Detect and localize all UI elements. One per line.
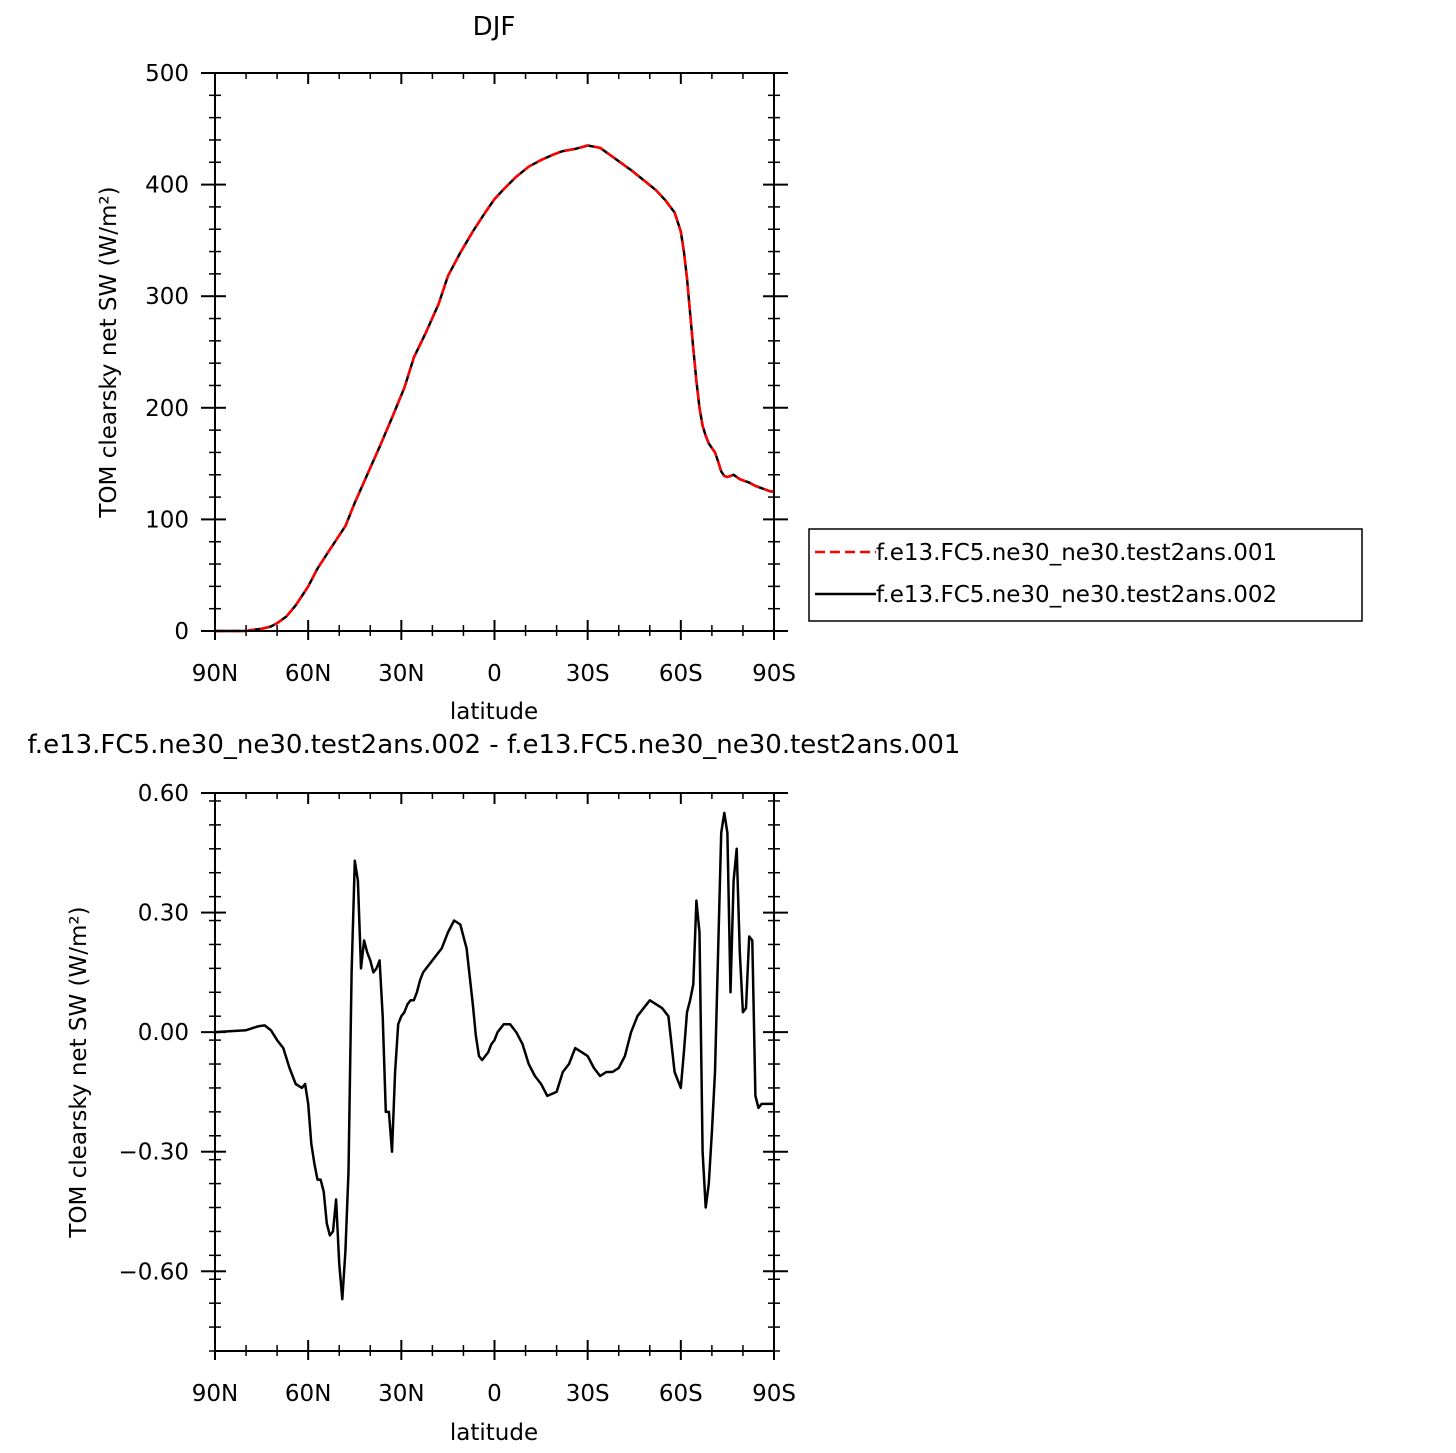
x-tick-label: 30N (378, 1381, 424, 1407)
y-tick-label: 100 (145, 507, 189, 533)
x-tick-label: 0 (487, 1381, 502, 1407)
chart-title: f.e13.FC5.ne30_ne30.test2ans.002 - f.e13… (28, 730, 961, 760)
axis-ticks: 90N 60N 30N 0 30S 60S 90S 0.60 0.30 0.00 −0.30 −0.6… (119, 781, 796, 1407)
x-tick-label: 0 (487, 661, 502, 687)
y-tick-label: 500 (145, 61, 189, 87)
x-tick-label: 30S (566, 661, 610, 687)
legend: f.e13.FC5.ne30_ne30.test2ans.001 f.e13.F… (808, 528, 1363, 622)
series-line-2 (215, 144, 774, 633)
chart-title: DJF (473, 12, 516, 42)
series-lines (214, 811, 774, 1301)
x-axis-title: latitude (450, 1420, 538, 1446)
y-tick-label: 400 (145, 173, 189, 199)
plot-frame (214, 792, 775, 1352)
y-axis-title: TOM clearsky net SW (W/m²) (96, 186, 122, 518)
x-axis-title: latitude (450, 699, 538, 725)
x-tick-label: 90N (192, 661, 238, 687)
x-tick-label: 60S (659, 661, 703, 687)
y-tick-label: −0.30 (119, 1140, 189, 1166)
legend-box (808, 528, 1363, 622)
series-line-1 (214, 811, 774, 1301)
x-tick-label: 60N (285, 661, 331, 687)
plot-frame (214, 72, 775, 632)
x-tick-label: 90S (752, 661, 796, 687)
legend-label-series-1: f.e13.FC5.ne30_ne30.test2ans.001 (876, 540, 1277, 566)
y-tick-label: 0 (174, 619, 189, 645)
series-lines (215, 144, 774, 633)
y-tick-label: 200 (145, 396, 189, 422)
y-tick-label: 0.00 (138, 1020, 189, 1046)
x-tick-label: 60N (285, 1381, 331, 1407)
y-tick-label: 0.60 (138, 781, 189, 807)
axis-ticks: 90N 60N 30N 0 30S 60S 90S 0 100 200 300 400 500 (145, 61, 796, 687)
x-tick-label: 90N (192, 1381, 238, 1407)
x-tick-label: 30S (566, 1381, 610, 1407)
series-line-1 (215, 144, 774, 633)
x-tick-label: 30N (378, 661, 424, 687)
legend-label-series-2: f.e13.FC5.ne30_ne30.test2ans.002 (876, 582, 1277, 608)
x-tick-label: 60S (659, 1381, 703, 1407)
chart-djf: DJF latitude TOM clearsky net SW (W/m²) … (96, 12, 1363, 725)
y-tick-label: 0.30 (138, 901, 189, 927)
chart-difference: f.e13.FC5.ne30_ne30.test2ans.002 - f.e13… (28, 730, 961, 1446)
y-tick-label: −0.60 (119, 1259, 189, 1285)
x-tick-label: 90S (752, 1381, 796, 1407)
y-tick-label: 300 (145, 284, 189, 310)
y-axis-title: TOM clearsky net SW (W/m²) (66, 906, 92, 1238)
